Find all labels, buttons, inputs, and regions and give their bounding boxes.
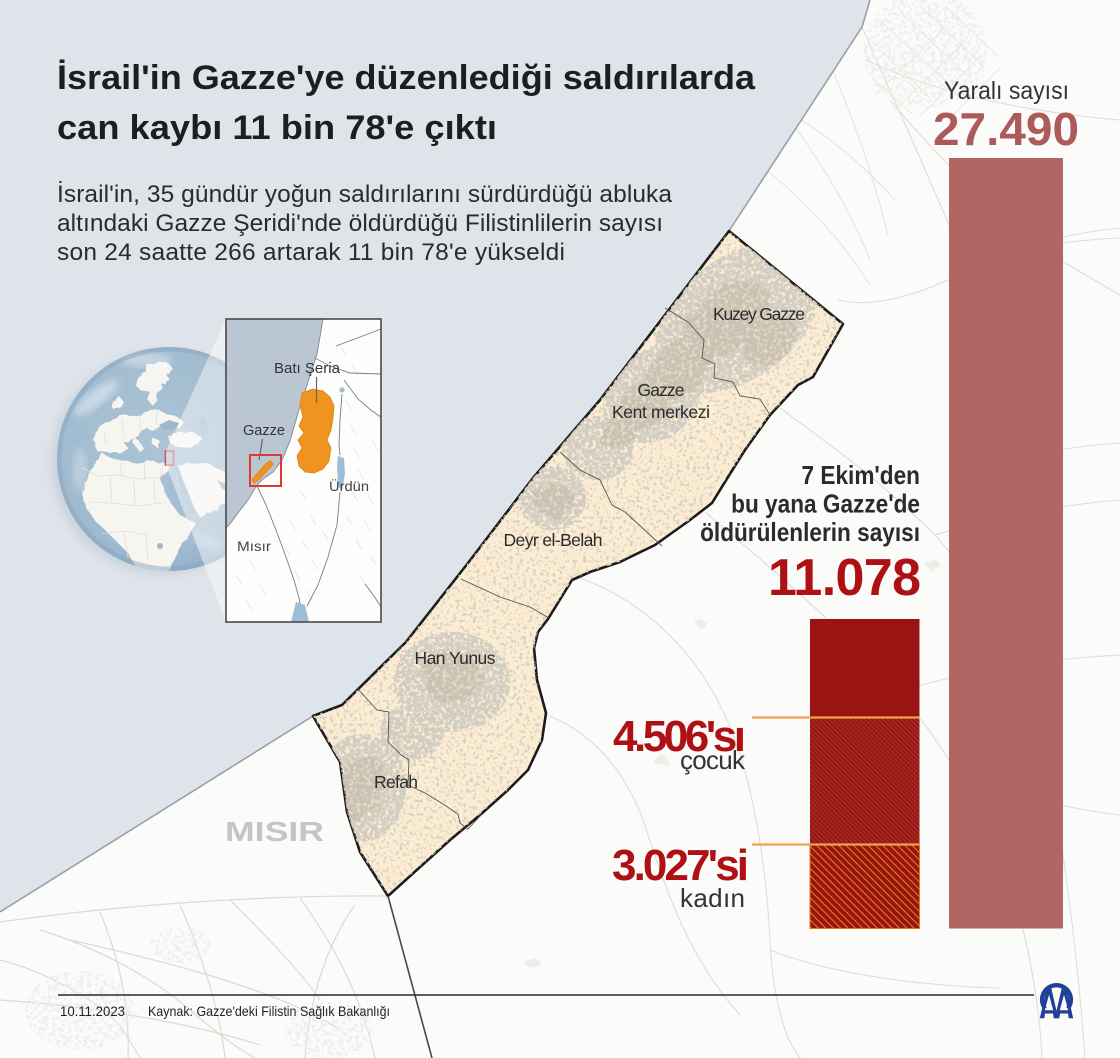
svg-text:3.027'si: 3.027'si [612, 841, 749, 890]
svg-text:Kuzey Gazze: Kuzey Gazze [713, 304, 805, 324]
svg-text:11.078: 11.078 [768, 549, 921, 607]
svg-text:Batı Şeria: Batı Şeria [274, 360, 341, 377]
svg-text:çocuk: çocuk [680, 745, 746, 775]
svg-text:öldürülenlerin sayısı: öldürülenlerin sayısı [700, 519, 920, 548]
svg-text:Kent merkezi: Kent merkezi [612, 402, 710, 422]
svg-text:altındaki Gazze Şeridi'nde öld: altındaki Gazze Şeridi'nde öldürdüğü Fil… [57, 210, 663, 237]
svg-text:Ürdün: Ürdün [329, 477, 369, 494]
svg-text:son 24 saatte 266 artarak 11 b: son 24 saatte 266 artarak 11 bin 78'e yü… [57, 239, 565, 266]
svg-text:27.490: 27.490 [933, 103, 1079, 155]
svg-text:Gazze: Gazze [243, 422, 285, 439]
svg-text:İsrail'in, 35 gündür yoğun sal: İsrail'in, 35 gündür yoğun saldırılarını… [57, 181, 672, 208]
svg-text:Gazze: Gazze [638, 380, 685, 400]
svg-text:Mısır: Mısır [237, 538, 271, 554]
svg-text:Kaynak: Gazze'deki Filistin Sa: Kaynak: Gazze'deki Filistin Sağlık Bakan… [148, 1003, 390, 1019]
svg-text:Deyr el-Belah: Deyr el-Belah [504, 530, 603, 550]
svg-text:4.506'sı: 4.506'sı [613, 712, 746, 761]
svg-text:MISIR: MISIR [225, 816, 324, 847]
svg-text:kadın: kadın [680, 883, 745, 913]
svg-text:bu yana Gazze'de: bu yana Gazze'de [731, 490, 920, 519]
svg-text:10.11.2023: 10.11.2023 [60, 1003, 125, 1019]
svg-text:Refah: Refah [374, 772, 418, 792]
svg-text:Han Yunus: Han Yunus [415, 648, 496, 668]
svg-text:can kaybı 11 bin 78'e çıktı: can kaybı 11 bin 78'e çıktı [57, 109, 497, 147]
svg-text:7 Ekim'den: 7 Ekim'den [802, 462, 920, 491]
svg-text:İsrail'in Gazze'ye düzenlediği: İsrail'in Gazze'ye düzenlediği saldırıla… [57, 59, 756, 97]
svg-text:Yaralı sayısı: Yaralı sayısı [944, 77, 1069, 105]
